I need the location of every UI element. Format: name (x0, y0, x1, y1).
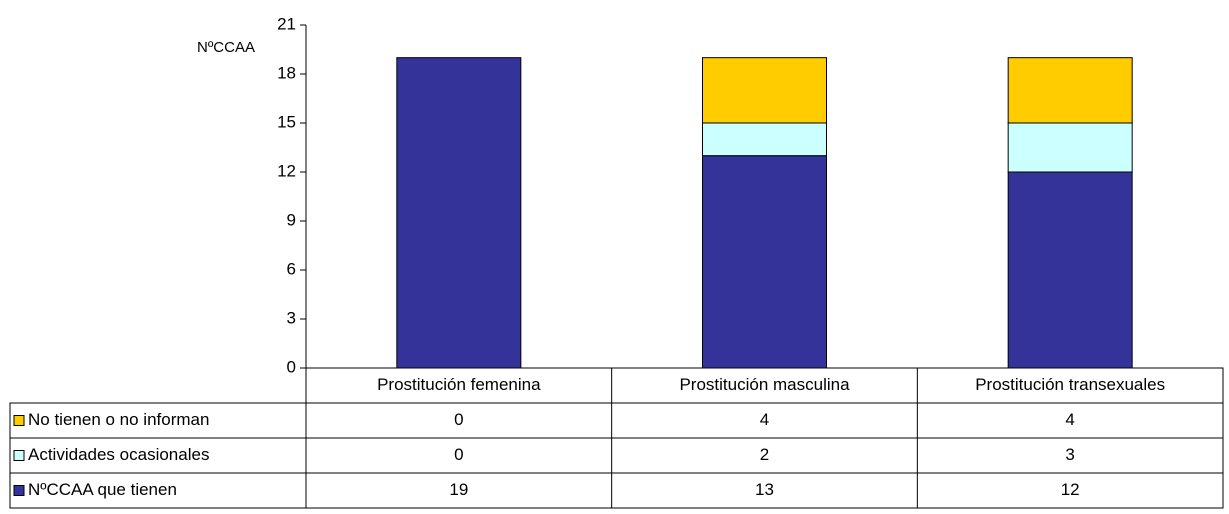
table-value: 0 (454, 410, 463, 429)
table-row (9, 472, 1224, 509)
legend-swatch (13, 450, 25, 461)
table-value: 12 (1061, 480, 1080, 499)
legend-swatch (13, 415, 25, 426)
y-tick-label: 0 (287, 357, 296, 376)
table-value: 4 (760, 410, 769, 429)
legend-swatch (13, 485, 25, 496)
y-tick-label: 12 (277, 161, 296, 180)
bar-segment (702, 122, 827, 157)
y-tick-label: 6 (287, 259, 296, 278)
y-axis-label: NºCCAA (197, 39, 255, 56)
legend-label: Actividades ocasionales (28, 445, 209, 464)
y-tick-label: 3 (287, 308, 296, 327)
table-value: 0 (454, 445, 463, 464)
y-tick-label: 15 (277, 112, 296, 131)
table-value: 13 (755, 480, 774, 499)
table-value: 3 (1065, 445, 1074, 464)
x-tick-label: Prostitución transexuales (975, 375, 1165, 394)
table-value: 19 (449, 480, 468, 499)
bar-segment (396, 57, 522, 369)
legend-label: NºCCAA que tienen (28, 480, 177, 499)
x-tick-label: Prostitución masculina (679, 375, 850, 394)
bar-segment (1007, 57, 1133, 124)
bar-segment (1007, 171, 1133, 369)
y-tick-label: 18 (277, 63, 296, 82)
x-tick-label: Prostitución femenina (377, 375, 541, 394)
bar-segment (702, 57, 827, 124)
y-tick-label: 21 (277, 14, 296, 33)
bar-segment (702, 155, 827, 369)
table-value: 2 (760, 445, 769, 464)
bar-segment (1007, 122, 1133, 173)
legend-label: No tienen o no informan (28, 410, 209, 429)
table-value: 4 (1065, 410, 1074, 429)
y-tick-label: 9 (287, 210, 296, 229)
